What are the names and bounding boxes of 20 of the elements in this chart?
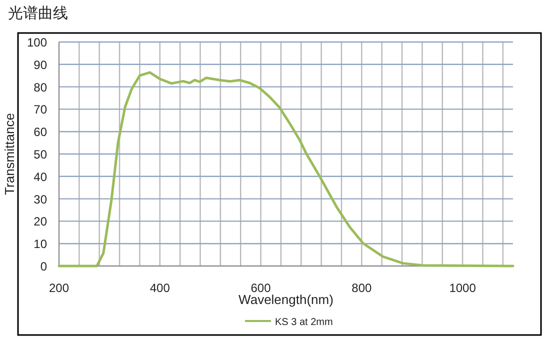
y-tick-label: 0 — [40, 260, 48, 274]
y-tick-label: 100 — [26, 36, 48, 50]
x-tick-label: 1000 — [449, 281, 476, 295]
y-tick-label: 80 — [34, 80, 48, 94]
y-tick-label: 20 — [34, 214, 48, 229]
y-tick-label: 50 — [34, 148, 48, 162]
y-tick-label: 30 — [34, 192, 48, 206]
y-tick-label: 90 — [34, 58, 48, 72]
y-tick-label: 10 — [34, 237, 48, 252]
x-tick-label: 800 — [352, 281, 372, 295]
x-tick-label: 600 — [250, 281, 272, 295]
legend-label: KS 3 at 2mm — [275, 317, 333, 328]
y-tick-label: 40 — [34, 170, 48, 184]
y-tick-label: 70 — [34, 102, 48, 117]
x-tick-label: 400 — [150, 281, 170, 295]
y-axis-title: Transmittance — [2, 113, 17, 195]
y-tick-label: 60 — [34, 125, 48, 140]
chart-title: 光谱曲线 — [8, 4, 68, 23]
x-axis-title: Wavelength(nm) — [238, 292, 334, 307]
x-tick-label: 200 — [48, 281, 70, 295]
